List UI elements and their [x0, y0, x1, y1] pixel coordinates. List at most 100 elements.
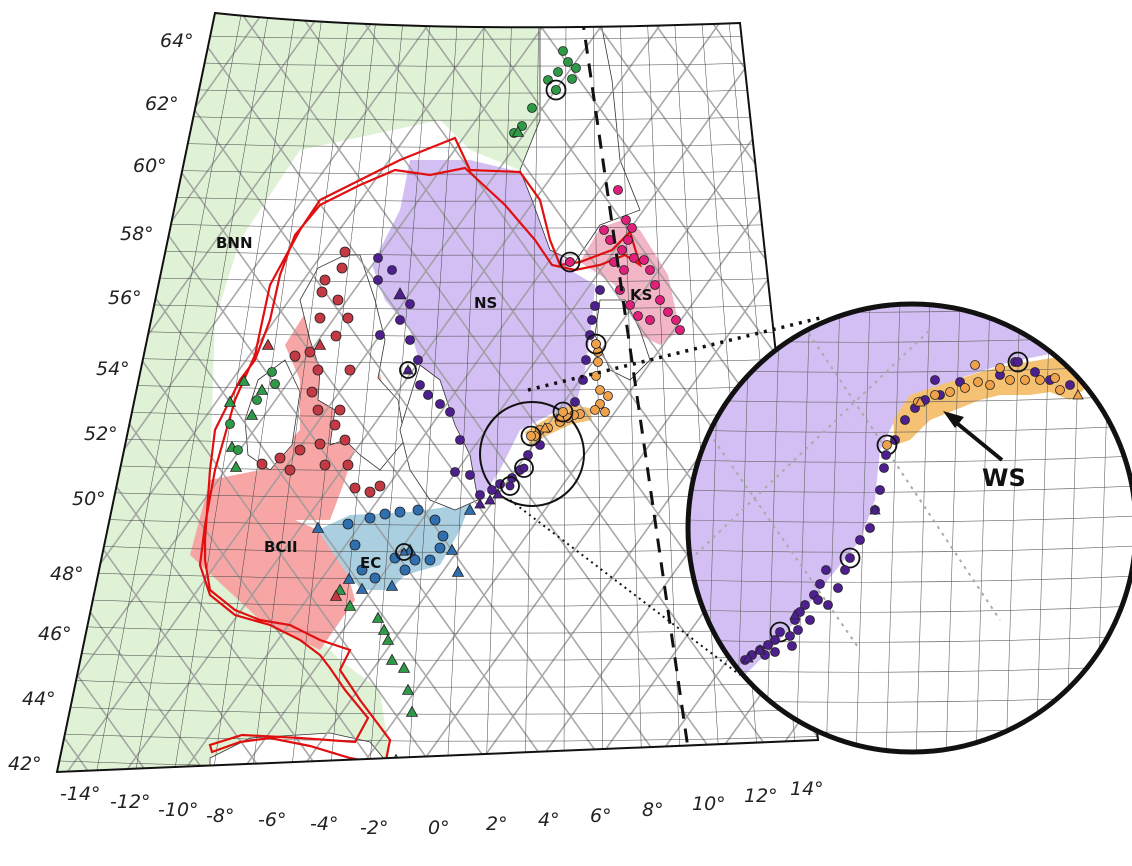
- station-marker: [313, 338, 327, 350]
- station-marker: [930, 375, 940, 385]
- station-marker: [284, 464, 296, 476]
- station-marker: [373, 275, 383, 285]
- station-marker: [1050, 373, 1060, 383]
- station-marker: [374, 480, 386, 492]
- meridian-line: [563, 13, 567, 772]
- station-marker: [833, 583, 843, 593]
- station-marker: [613, 185, 623, 195]
- inset-parallel: [688, 635, 1132, 643]
- inset-meridian: [1005, 304, 1021, 752]
- station-marker: [463, 503, 477, 515]
- station-marker: [423, 390, 433, 400]
- highlight-ring: [399, 361, 417, 379]
- station-marker: [424, 554, 436, 566]
- meridian-line: [407, 13, 459, 772]
- lat-label: 52°: [84, 423, 118, 445]
- station-marker: [1072, 389, 1084, 400]
- meridian-line: [173, 13, 297, 772]
- station-marker: [225, 419, 235, 429]
- station-marker: [356, 564, 368, 576]
- inset-parallel: [688, 515, 1132, 523]
- meridian-line: [485, 13, 513, 772]
- highlight-ring: [520, 425, 542, 447]
- lon-label: 0°: [428, 817, 450, 839]
- track-line: [521, 13, 818, 772]
- station-marker: [437, 530, 449, 542]
- lon-label: 2°: [486, 813, 508, 835]
- meridian-line: [212, 13, 324, 772]
- lat-label: 64°: [160, 30, 194, 52]
- station-marker: [881, 450, 891, 460]
- station-marker: [930, 390, 940, 400]
- station-marker: [1055, 385, 1065, 395]
- station-marker: [595, 385, 605, 395]
- highlight-ring: [585, 333, 607, 355]
- lon-label: -14°: [60, 783, 101, 805]
- inset-meridian: [765, 304, 781, 752]
- station-marker: [882, 440, 892, 450]
- dashed-meridian: [580, 15, 692, 763]
- station-marker: [840, 565, 850, 575]
- station-marker: [619, 265, 629, 275]
- lat-label: 62°: [145, 93, 179, 115]
- station-marker: [563, 57, 573, 67]
- lon-label: -4°: [310, 813, 338, 835]
- station-marker: [229, 460, 243, 472]
- zoom-inset: WS: [685, 301, 1132, 762]
- station-marker: [261, 338, 275, 350]
- inset-parallel: [688, 605, 1132, 613]
- station-marker: [865, 523, 875, 533]
- inset-meridian: [795, 304, 811, 752]
- station-marker: [393, 287, 407, 300]
- station-marker: [306, 386, 318, 398]
- station-marker: [371, 611, 385, 623]
- station-marker: [412, 504, 424, 516]
- station-marker: [519, 463, 529, 473]
- map-border: [55, 11, 820, 774]
- label-ks: KS: [630, 286, 652, 304]
- highlight-ring: [545, 79, 567, 101]
- station-marker: [763, 640, 773, 650]
- station-marker: [621, 215, 631, 225]
- station-marker: [245, 408, 259, 420]
- station-marker: [274, 452, 286, 464]
- inset-meridian: [945, 304, 961, 752]
- station-marker: [223, 395, 237, 407]
- station-marker: [339, 434, 351, 446]
- inset-meridian: [855, 304, 871, 752]
- station-marker: [492, 488, 504, 499]
- zoom-inset-circle: [685, 301, 1132, 755]
- station-marker: [399, 564, 411, 576]
- station-marker: [342, 459, 354, 471]
- lat-label: 48°: [50, 563, 84, 585]
- station-marker: [387, 265, 397, 275]
- station-marker: [312, 364, 324, 376]
- parallel-line: [57, 291, 818, 310]
- meridian-line: [251, 13, 351, 772]
- inset-meridian: [915, 304, 931, 752]
- track-line: [579, 13, 818, 772]
- parallel-line: [57, 615, 818, 634]
- inset-parallel: [688, 756, 1132, 762]
- station-marker: [629, 253, 639, 263]
- station-marker: [329, 419, 341, 431]
- station-marker: [375, 330, 385, 340]
- station-marker: [329, 589, 343, 601]
- highlight-ring: [500, 476, 520, 496]
- station-marker: [434, 542, 446, 554]
- track-line: [57, 13, 679, 772]
- highlight-ring: [514, 458, 534, 478]
- station-marker: [435, 399, 445, 409]
- lon-label: 12°: [744, 785, 778, 807]
- lat-label: 50°: [72, 488, 106, 510]
- meridian-line: [446, 13, 486, 772]
- station-marker: [1020, 375, 1030, 385]
- station-marker: [451, 565, 465, 577]
- station-marker: [617, 245, 627, 255]
- highlight-ring: [839, 547, 861, 569]
- lon-label: -6°: [258, 809, 286, 831]
- station-marker: [553, 67, 563, 77]
- station-marker: [487, 485, 497, 495]
- inset-meridian: [825, 304, 841, 752]
